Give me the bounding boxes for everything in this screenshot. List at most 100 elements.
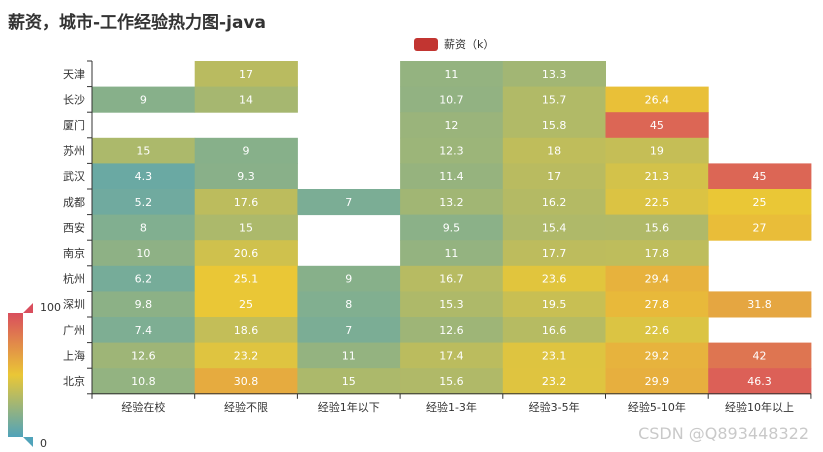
cell-value-label: 23.6 <box>542 273 567 286</box>
heatmap-cell <box>92 214 196 241</box>
chart-title: 薪资，城市-工作经验热力图-java <box>8 13 266 33</box>
cell-value-label: 17.4 <box>439 349 464 362</box>
cell-value-label: 19.5 <box>542 298 567 311</box>
cell-value-label: 9 <box>243 145 250 158</box>
heatmap-cell <box>194 240 298 267</box>
heatmap-cell <box>605 368 709 395</box>
cell-value-label: 7.4 <box>135 324 153 337</box>
cell-value-label: 8 <box>345 298 352 311</box>
visual-map-handle-bottom[interactable] <box>23 437 33 447</box>
heatmap-cell <box>297 368 401 395</box>
heatmap-cell <box>194 189 298 216</box>
x-tick-label: 经验1-3年 <box>426 400 477 414</box>
cell-value-label: 12.6 <box>131 349 156 362</box>
cell-value-label: 15 <box>239 221 253 234</box>
heatmap-cell <box>194 137 298 164</box>
cell-value-label: 12.6 <box>439 324 464 337</box>
heatmap-cell <box>502 214 606 241</box>
heatmap-cell <box>92 342 196 369</box>
heatmap-cell <box>502 61 606 88</box>
heatmap-cell <box>708 189 812 216</box>
heatmap-cell <box>400 240 504 267</box>
heatmap-cell <box>605 265 709 292</box>
cell-value-label: 12 <box>444 119 458 132</box>
heatmap-cell <box>502 265 606 292</box>
heatmap-cell <box>708 342 812 369</box>
heatmap-cell <box>194 265 298 292</box>
y-tick-label: 南京 <box>63 246 85 260</box>
cell-value-label: 45 <box>650 119 664 132</box>
cell-value-label: 15.6 <box>645 221 670 234</box>
cell-value-label: 11 <box>444 247 458 260</box>
heatmap-cell <box>194 61 298 88</box>
heatmap-cells: 17 11 13.3 9 14 10.7 15.7 26.4 12 15.8 45 15 9 12.3 18… <box>92 61 812 395</box>
cell-value-label: 15.8 <box>542 119 567 132</box>
cell-value-label: 10.8 <box>131 375 156 388</box>
heatmap-cell <box>194 291 298 318</box>
cell-value-label: 29.4 <box>645 273 670 286</box>
cell-value-label: 26.4 <box>645 93 670 106</box>
cell-value-label: 4.3 <box>135 170 153 183</box>
visual-map-min-label: 0 <box>40 437 47 450</box>
visual-map: 100 0 <box>8 301 61 450</box>
heatmap-cell <box>502 137 606 164</box>
y-tick-label: 成都 <box>63 196 85 209</box>
y-tick-label: 厦门 <box>63 118 85 132</box>
cell-value-label: 7 <box>345 196 352 209</box>
cell-value-label: 25 <box>239 298 253 311</box>
heatmap-cell <box>605 86 709 113</box>
cell-value-label: 17 <box>547 170 561 183</box>
cell-value-label: 29.2 <box>645 349 670 362</box>
heatmap-cell <box>605 291 709 318</box>
visual-map-bar[interactable] <box>8 313 23 437</box>
heatmap-cell <box>502 342 606 369</box>
visual-map-max-label: 100 <box>40 301 61 314</box>
heatmap-cell <box>297 291 401 318</box>
cell-value-label: 7 <box>345 324 352 337</box>
cell-value-label: 13.3 <box>542 68 567 81</box>
cell-value-label: 27.8 <box>645 298 670 311</box>
heatmap-cell <box>502 163 606 190</box>
legend-swatch <box>414 37 438 51</box>
y-tick-label: 武汉 <box>63 170 85 183</box>
cell-value-label: 9.5 <box>443 221 461 234</box>
heatmap-cell <box>194 317 298 344</box>
heatmap-cell <box>92 189 196 216</box>
cell-value-label: 25 <box>753 196 767 209</box>
heatmap-cell <box>708 368 812 395</box>
heatmap-cell <box>502 368 606 395</box>
heatmap-cell <box>605 112 709 139</box>
heatmap-cell <box>92 368 196 395</box>
cell-value-label: 23.2 <box>234 349 259 362</box>
cell-value-label: 17 <box>239 68 253 81</box>
cell-value-label: 17.7 <box>542 247 567 260</box>
heatmap-cell <box>400 137 504 164</box>
cell-value-label: 22.5 <box>645 196 670 209</box>
heatmap-cell <box>400 86 504 113</box>
heatmap-cell <box>297 189 401 216</box>
heatmap-cell <box>502 291 606 318</box>
x-tick-label: 经验10年以上 <box>725 400 794 414</box>
heatmap-cell <box>400 61 504 88</box>
heatmap-cell <box>92 163 196 190</box>
cell-value-label: 15 <box>136 145 150 158</box>
heatmap-cell <box>297 342 401 369</box>
visual-map-handle-top[interactable] <box>23 303 33 313</box>
heatmap-cell <box>708 163 812 190</box>
heatmap-cell <box>400 342 504 369</box>
legend[interactable]: 薪资（k） <box>414 36 494 52</box>
y-tick-label: 杭州 <box>63 272 85 286</box>
y-tick-label: 广州 <box>63 324 85 337</box>
cell-value-label: 17.8 <box>645 247 670 260</box>
heatmap-cell <box>605 317 709 344</box>
watermark: CSDN @Q893448322 <box>638 424 809 443</box>
heatmap-cell <box>297 317 401 344</box>
cell-value-label: 16.2 <box>542 196 567 209</box>
x-tick-label: 经验1年以下 <box>318 400 380 414</box>
x-tick-label: 经验在校 <box>121 400 165 414</box>
cell-value-label: 11.4 <box>439 170 464 183</box>
heatmap-cell <box>605 137 709 164</box>
legend-label: 薪资（k） <box>444 38 495 51</box>
heatmap-cell <box>400 291 504 318</box>
